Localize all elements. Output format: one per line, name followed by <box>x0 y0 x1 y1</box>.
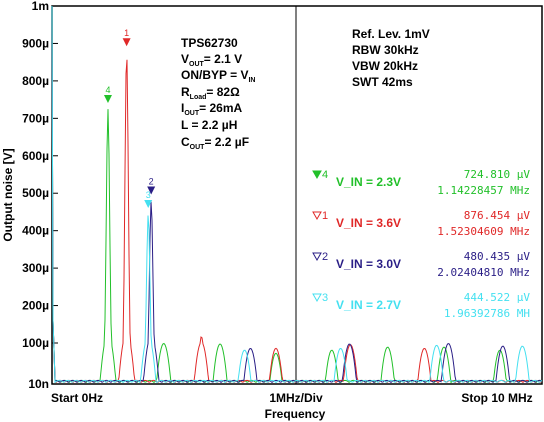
readout-peak-frequency: 1.52304609 MHz <box>437 225 530 238</box>
y-tick-label: 100µ <box>22 336 49 350</box>
marker-2-triangle <box>147 186 156 195</box>
marker-readout-table: 4 V_IN = 2.3V 724.810 µV 1.14228457 MHz 1 V_I… <box>312 168 531 320</box>
y-axis-label: Output noise [V] <box>1 148 15 241</box>
readout-marker-1-icon <box>312 211 322 221</box>
y-tick-label: 200µ <box>22 299 49 313</box>
trace-3 <box>51 5 543 384</box>
vout-value: = 2.1 V <box>204 52 242 66</box>
y-tick-label: 1m <box>32 0 49 13</box>
readout-peak-frequency: 1.14228457 MHz <box>437 184 530 197</box>
marker-2-label: 2 <box>149 177 154 187</box>
marker-1-label: 1 <box>124 28 129 38</box>
conditions-block: TPS62730 VOUT= 2.1 V ON/BYP = VIN RLoad=… <box>181 36 255 151</box>
device-name: TPS62730 <box>181 36 238 50</box>
readout-peak-frequency: 2.02404810 MHz <box>437 266 530 279</box>
analyzer-settings: Ref. Lev. 1mV RBW 30kHz VBW 20kHz SWT 42… <box>352 27 430 89</box>
sweep-time: SWT 42ms <box>352 75 413 89</box>
readout-peak-value: 876.454 µV <box>464 209 531 222</box>
marker-group: 4 1 2 3 <box>103 28 156 209</box>
x-tick-center: 1MHz/Div <box>269 391 323 405</box>
readout-marker-number: 3 <box>322 292 328 304</box>
cout-condition: COUT= 2.2 µF <box>181 135 249 151</box>
readout-series-name: V_IN = 3.6V <box>336 216 401 230</box>
readout-marker-number: 1 <box>322 210 328 222</box>
readout-series-name: V_IN = 3.0V <box>336 257 401 271</box>
readout-marker-4-icon <box>312 170 322 180</box>
readout-peak-value: 724.810 µV <box>464 168 531 181</box>
readout-series-name: V_IN = 2.3V <box>336 175 401 189</box>
x-tick-start: Start 0Hz <box>51 391 103 405</box>
rbw: RBW 30kHz <box>352 43 419 57</box>
y-tick-label: 500µ <box>22 186 49 200</box>
trace-group <box>51 5 543 384</box>
x-tick-stop: Stop 10 MHz <box>461 391 532 405</box>
marker-3-triangle <box>144 200 153 209</box>
y-tick-label: 10n <box>28 377 49 391</box>
readout-marker-number: 4 <box>322 169 328 181</box>
readout-marker-number: 2 <box>322 251 328 263</box>
y-tick-label: 800µ <box>22 74 49 88</box>
mode-condition: ON/BYP = VIN <box>181 68 255 84</box>
y-tick-label: 900µ <box>22 36 49 50</box>
readout-marker-2-icon <box>312 252 322 262</box>
marker-4-triangle <box>103 95 112 104</box>
cout-value: = 2.2 µF <box>204 135 249 149</box>
readout-series-name: V_IN = 2.7V <box>336 298 401 312</box>
readout-peak-value: 444.522 µV <box>464 291 531 304</box>
mode-label: ON/BYP = <box>181 68 237 82</box>
y-tick-label: 700µ <box>22 111 49 125</box>
readout-peak-value: 480.435 µV <box>464 250 531 263</box>
y-tick-label: 400µ <box>22 224 49 238</box>
marker-table-bg <box>306 160 534 335</box>
marker-3-label: 3 <box>146 190 151 200</box>
y-tick-label: 600µ <box>22 149 49 163</box>
y-ticks: 1m 900µ 800µ 700µ 600µ 500µ 400µ 300µ 200µ 100µ 10… <box>22 0 58 391</box>
rload-value: = 82Ω <box>206 85 240 99</box>
x-axis-label: Frequency <box>265 407 326 421</box>
readout-peak-frequency: 1.96392786 MH <box>444 307 530 320</box>
marker-1-triangle <box>122 38 131 47</box>
vbw: VBW 20kHz <box>352 59 418 73</box>
y-tick-label: 300µ <box>22 261 49 275</box>
marker-4-label: 4 <box>105 85 110 95</box>
readout-marker-3-icon <box>312 293 322 303</box>
inductor-condition: L = 2.2 µH <box>181 118 237 132</box>
ref-level: Ref. Lev. 1mV <box>352 27 430 41</box>
iout-value: = 26mA <box>199 101 242 115</box>
